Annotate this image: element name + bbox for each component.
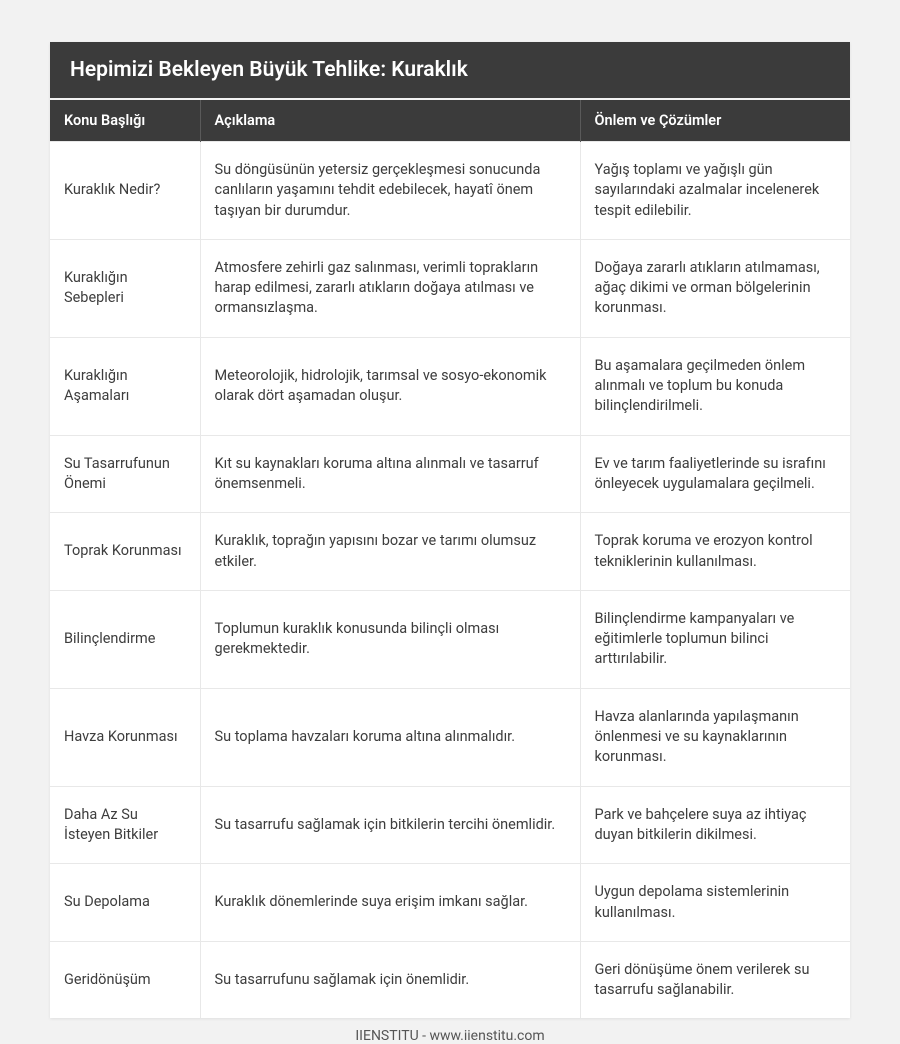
cell-topic: Daha Az Su İsteyen Bitkiler xyxy=(50,786,200,864)
col-header-desc: Açıklama xyxy=(200,99,580,142)
col-header-solution: Önlem ve Çözümler xyxy=(580,99,850,142)
card-title: Hepimizi Bekleyen Büyük Tehlike: Kuraklı… xyxy=(50,42,850,98)
drought-table: Konu Başlığı Açıklama Önlem ve Çözümler … xyxy=(50,98,850,1018)
cell-solution: Yağış toplamı ve yağışlı gün sayılarında… xyxy=(580,142,850,240)
cell-solution: Bilinçlendirme kampanyaları ve eğitimler… xyxy=(580,590,850,688)
cell-desc: Su toplama havzaları koruma altına alınm… xyxy=(200,688,580,786)
cell-desc: Kıt su kaynakları koruma altına alınmalı… xyxy=(200,435,580,513)
info-table-card: Hepimizi Bekleyen Büyük Tehlike: Kuraklı… xyxy=(50,42,850,1018)
cell-solution: Park ve bahçelere suya az ihtiyaç duyan … xyxy=(580,786,850,864)
table-row: Daha Az Su İsteyen Bitkiler Su tasarrufu… xyxy=(50,786,850,864)
table-row: Bilinçlendirme Toplumun kuraklık konusun… xyxy=(50,590,850,688)
cell-topic: Su Depolama xyxy=(50,864,200,942)
cell-desc: Su döngüsünün yetersiz gerçekleşmesi son… xyxy=(200,142,580,240)
cell-topic: Geridönüşüm xyxy=(50,941,200,1018)
table-row: Geridönüşüm Su tasarrufunu sağlamak için… xyxy=(50,941,850,1018)
table-row: Kuraklığın Sebepleri Atmosfere zehirli g… xyxy=(50,239,850,337)
cell-desc: Kuraklık dönemlerinde suya erişim imkanı… xyxy=(200,864,580,942)
table-row: Kuraklığın Aşamaları Meteorolojik, hidro… xyxy=(50,337,850,435)
table-body: Kuraklık Nedir? Su döngüsünün yetersiz g… xyxy=(50,142,850,1019)
footer-credit: IIENSTITU - www.iienstitu.com xyxy=(50,1018,850,1044)
cell-topic: Toprak Korunması xyxy=(50,513,200,591)
table-header-row: Konu Başlığı Açıklama Önlem ve Çözümler xyxy=(50,99,850,142)
table-row: Toprak Korunması Kuraklık, toprağın yapı… xyxy=(50,513,850,591)
cell-solution: Uygun depolama sistemlerinin kullanılmas… xyxy=(580,864,850,942)
cell-solution: Havza alanlarında yapılaşmanın önlenmesi… xyxy=(580,688,850,786)
table-row: Havza Korunması Su toplama havzaları kor… xyxy=(50,688,850,786)
cell-solution: Geri dönüşüme önem verilerek su tasarruf… xyxy=(580,941,850,1018)
table-row: Su Depolama Kuraklık dönemlerinde suya e… xyxy=(50,864,850,942)
cell-solution: Toprak koruma ve erozyon kontrol teknikl… xyxy=(580,513,850,591)
cell-solution: Bu aşamalara geçilmeden önlem alınmalı v… xyxy=(580,337,850,435)
cell-desc: Kuraklık, toprağın yapısını bozar ve tar… xyxy=(200,513,580,591)
cell-topic: Su Tasarrufunun Önemi xyxy=(50,435,200,513)
cell-topic: Havza Korunması xyxy=(50,688,200,786)
cell-topic: Kuraklığın Aşamaları xyxy=(50,337,200,435)
cell-topic: Bilinçlendirme xyxy=(50,590,200,688)
cell-desc: Meteorolojik, hidrolojik, tarımsal ve so… xyxy=(200,337,580,435)
cell-solution: Doğaya zararlı atıkların atılmaması, ağa… xyxy=(580,239,850,337)
cell-desc: Su tasarrufunu sağlamak için önemlidir. xyxy=(200,941,580,1018)
cell-topic: Kuraklık Nedir? xyxy=(50,142,200,240)
cell-desc: Toplumun kuraklık konusunda bilinçli olm… xyxy=(200,590,580,688)
col-header-topic: Konu Başlığı xyxy=(50,99,200,142)
table-row: Kuraklık Nedir? Su döngüsünün yetersiz g… xyxy=(50,142,850,240)
cell-desc: Su tasarrufu sağlamak için bitkilerin te… xyxy=(200,786,580,864)
table-row: Su Tasarrufunun Önemi Kıt su kaynakları … xyxy=(50,435,850,513)
cell-topic: Kuraklığın Sebepleri xyxy=(50,239,200,337)
cell-desc: Atmosfere zehirli gaz salınması, verimli… xyxy=(200,239,580,337)
cell-solution: Ev ve tarım faaliyetlerinde su israfını … xyxy=(580,435,850,513)
